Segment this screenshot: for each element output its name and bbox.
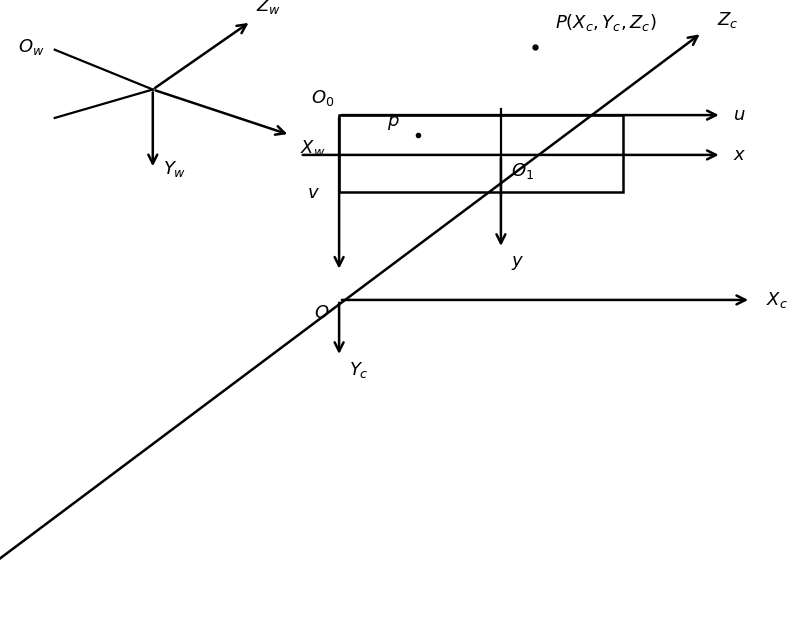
Text: $O_1$: $O_1$ [510,161,534,181]
Text: $p$: $p$ [387,114,400,132]
Text: $O$: $O$ [314,305,330,322]
Text: $Y_w$: $Y_w$ [162,159,186,179]
Text: $Z_c$: $Z_c$ [717,9,738,30]
Text: $v$: $v$ [306,185,319,202]
Text: $y$: $y$ [510,255,524,272]
Bar [339,115,623,192]
Text: $x$: $x$ [734,146,746,164]
Text: $X_w$: $X_w$ [300,138,326,158]
Text: $Z_w$: $Z_w$ [256,0,281,16]
Text: $X_c$: $X_c$ [766,290,787,310]
Text: $Y_c$: $Y_c$ [349,360,369,380]
Text: $u$: $u$ [734,106,746,124]
Text: $O_0$: $O_0$ [311,88,334,108]
Text: $P(X_c,Y_c,Z_c)$: $P(X_c,Y_c,Z_c)$ [555,11,657,33]
Text: $O_w$: $O_w$ [18,37,45,57]
